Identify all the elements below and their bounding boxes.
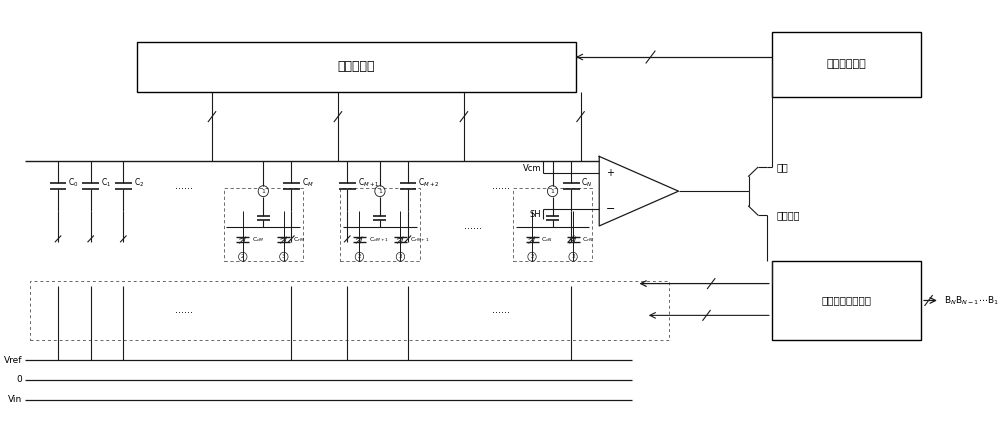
Text: 1: 1: [378, 189, 382, 194]
Text: 1: 1: [261, 189, 265, 194]
Text: Vin: Vin: [8, 395, 23, 404]
Bar: [513, 188, 592, 261]
Text: 3: 3: [571, 254, 575, 259]
Text: C$_N$: C$_N$: [581, 177, 593, 190]
Bar: [30, 281, 669, 340]
Bar: [137, 42, 576, 92]
Text: 2: 2: [241, 254, 245, 259]
Text: 0: 0: [17, 375, 23, 385]
Text: C$_0$: C$_0$: [68, 177, 79, 190]
Text: 2: 2: [358, 254, 361, 259]
Text: Vref: Vref: [4, 356, 23, 364]
Text: 1: 1: [551, 189, 554, 194]
Text: C$_{rN}$: C$_{rN}$: [582, 235, 594, 244]
Text: ......: ......: [175, 305, 193, 315]
Bar: [340, 188, 420, 261]
Text: 逐次逼近控制逻辑: 逐次逼近控制逻辑: [821, 296, 871, 306]
Bar: [772, 261, 921, 340]
Text: ......: ......: [492, 305, 510, 315]
Text: 校准存储器: 校准存储器: [338, 61, 375, 74]
Text: C$_2$: C$_2$: [134, 177, 144, 190]
Text: 模数转换: 模数转换: [776, 210, 800, 220]
Text: SH: SH: [530, 210, 541, 218]
Text: 3: 3: [282, 254, 286, 259]
Text: C$_M$: C$_M$: [302, 177, 313, 190]
Text: C$_{cM+1}$: C$_{cM+1}$: [369, 235, 389, 244]
Text: C$_{M+2}$: C$_{M+2}$: [418, 177, 440, 190]
Bar: [224, 188, 303, 261]
Text: ......: ......: [492, 181, 510, 191]
Text: ......: ......: [464, 221, 482, 231]
Text: 校准控制逻辑: 校准控制逻辑: [827, 59, 866, 69]
Text: C$_{cN}$: C$_{cN}$: [541, 235, 553, 244]
Text: 2: 2: [530, 254, 534, 259]
Text: −: −: [606, 204, 615, 214]
Text: C$_{M+1}$: C$_{M+1}$: [358, 177, 379, 190]
Text: C$_{cM}$: C$_{cM}$: [252, 235, 265, 244]
Text: 校准: 校准: [776, 162, 788, 172]
Text: C$_{rM+1}$: C$_{rM+1}$: [410, 235, 430, 244]
Text: C$_1$: C$_1$: [101, 177, 111, 190]
Polygon shape: [599, 157, 679, 226]
Text: Vcm: Vcm: [523, 164, 541, 173]
Text: +: +: [606, 168, 614, 178]
Bar: [772, 32, 921, 97]
Text: C$_{rM}$: C$_{rM}$: [293, 235, 305, 244]
Text: ......: ......: [175, 181, 193, 191]
Text: B$_N$B$_{N-1}$⋯B$_1$: B$_N$B$_{N-1}$⋯B$_1$: [944, 294, 999, 307]
Text: 3: 3: [399, 254, 402, 259]
